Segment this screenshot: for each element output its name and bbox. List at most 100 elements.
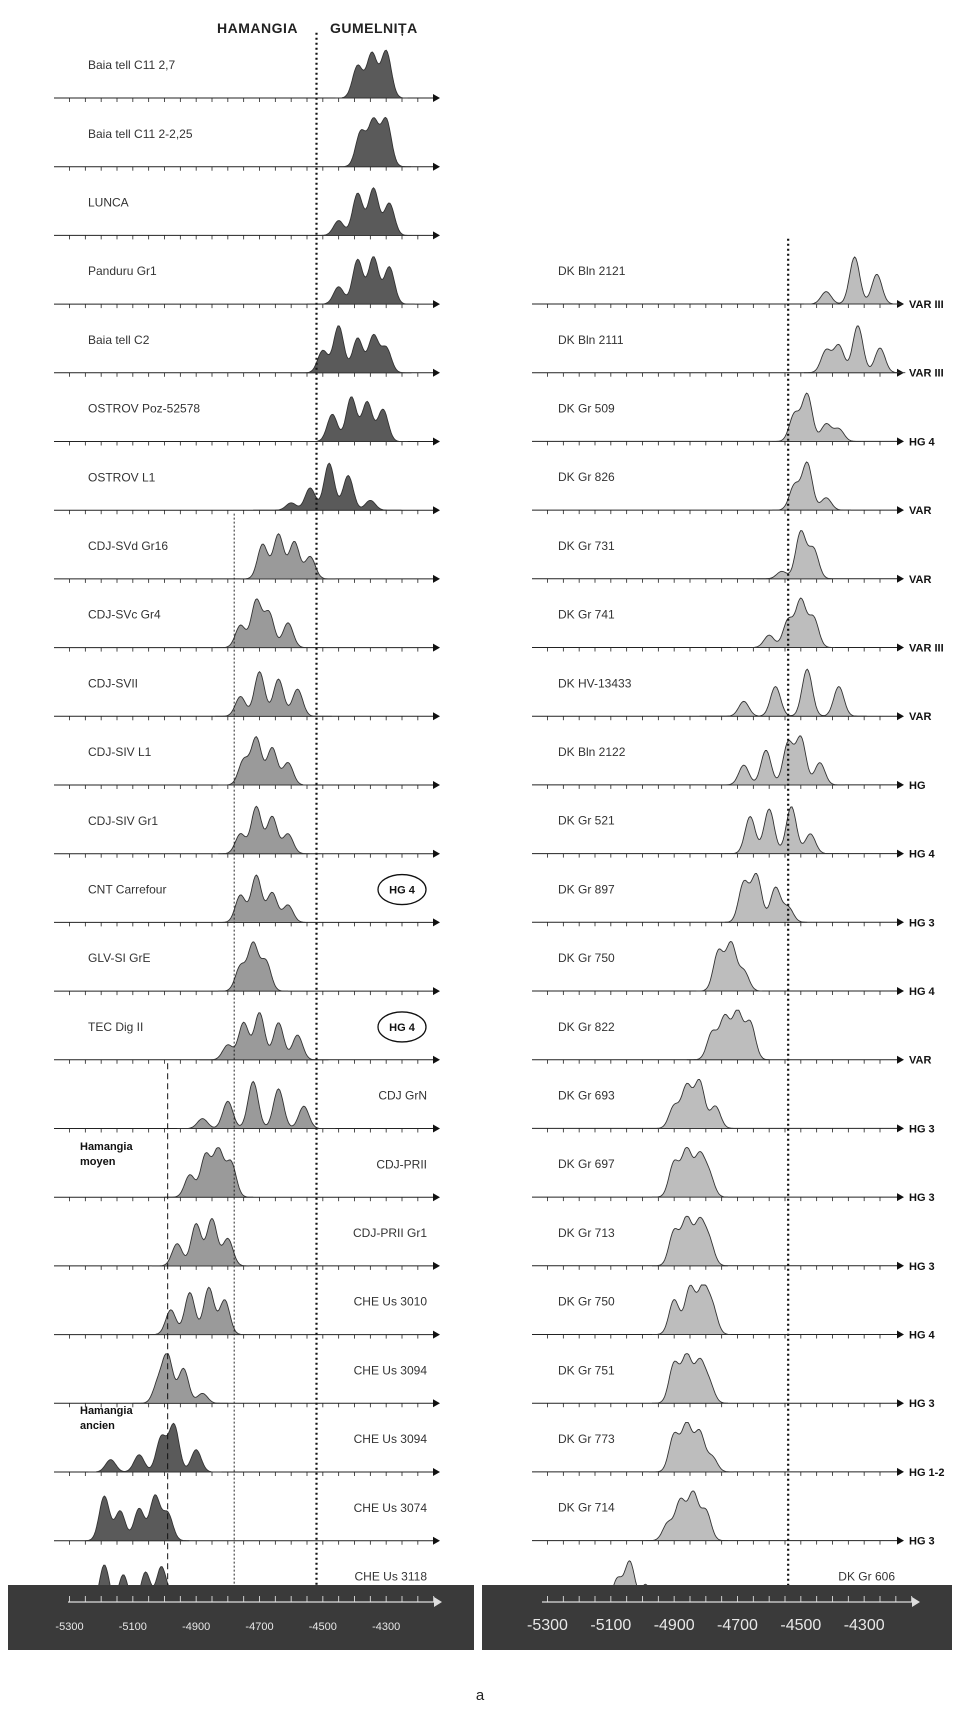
left-sample-label: Baia tell C11 2,7 [88, 58, 175, 72]
left-probability-curve [218, 735, 314, 786]
right-row: DK Gr 521 HG 4 [532, 806, 936, 861]
right-sample-label: DK Gr 693 [558, 1089, 615, 1103]
left-row-arrow [433, 94, 440, 102]
right-culture-tag: VAR [909, 711, 931, 723]
left-row: TEC Dig II HG 4 [54, 1011, 440, 1064]
left-row-arrow [433, 987, 440, 996]
right-culture-tag: HG 4 [909, 1330, 936, 1342]
left-sample-label: Panduru Gr1 [88, 264, 157, 278]
right-probability-curve [652, 1353, 728, 1404]
left-probability-curve [85, 1494, 190, 1542]
left-row-arrow [433, 1468, 440, 1476]
right-sample-label: DK Gr 714 [558, 1501, 615, 1515]
left-badge-text: HG 4 [389, 885, 416, 897]
right-axis-tick-label: -5100 [590, 1617, 631, 1634]
left-axis-tick-label: -5300 [55, 1621, 83, 1633]
left-sample-label: CDJ-SVc Gr4 [88, 608, 161, 622]
left-sample-label: CDJ-SVII [88, 676, 138, 690]
right-culture-tag: HG 4 [909, 849, 936, 861]
right-axis-tick-label: -5300 [527, 1617, 568, 1634]
right-axis-tick-label: -4300 [844, 1617, 885, 1634]
right-row: DK Gr 751 HG 3 [532, 1353, 935, 1410]
right-culture-tag: HG 3 [909, 917, 935, 929]
right-row: DK Bln 2111 VAR III [532, 325, 944, 380]
left-row-arrow [433, 1330, 440, 1339]
right-row-arrow [897, 1261, 904, 1270]
left-probability-curve [307, 256, 415, 305]
right-row-arrow [897, 574, 904, 583]
right-probability-curve [804, 325, 906, 374]
left-sample-label: OSTROV L1 [88, 470, 156, 484]
phase-label-moyen: Hamangia [80, 1141, 133, 1153]
left-row-arrow [433, 918, 440, 927]
left-row-arrow [433, 712, 440, 721]
right-probability-curve [756, 529, 833, 580]
left-probability-curve [132, 1353, 228, 1404]
left-row: CDJ GrN [54, 1080, 440, 1133]
right-sample-label: DK Gr 897 [558, 882, 615, 896]
right-row-arrow [897, 1055, 904, 1064]
right-sample-label: DK Gr 751 [558, 1363, 615, 1377]
right-probability-curve [686, 1009, 770, 1061]
left-axis-tick-label: -4900 [182, 1621, 210, 1633]
left-probability-curve [151, 1218, 250, 1267]
left-row-arrow [433, 781, 440, 789]
left-probability-curve [240, 533, 336, 580]
left-row-arrow [433, 506, 440, 515]
left-row: CDJ-PRII Gr1 [54, 1218, 440, 1270]
right-sample-label: DK Bln 2121 [558, 264, 626, 278]
left-probability-curve [291, 396, 408, 442]
right-probability-curve [772, 392, 861, 442]
period-headers: HAMANGIA GUMELNIȚA [217, 20, 417, 36]
right-sample-label: DK Gr 773 [558, 1432, 615, 1446]
right-probability-curve [724, 806, 839, 855]
left-sample-label: CHE Us 3094 [354, 1363, 428, 1377]
right-sample-label: DK Gr 521 [558, 814, 615, 828]
left-row-arrow [433, 1536, 440, 1545]
left-row: OSTROV Poz-52578 [54, 396, 440, 446]
left-row: CHE Us 3094 [54, 1353, 440, 1408]
right-axis-tick-label: -4700 [717, 1617, 758, 1634]
right-probability-curve [772, 461, 851, 511]
right-probability-curve [652, 1284, 731, 1335]
right-row: DK Gr 693 HG 3 [532, 1078, 935, 1135]
right-culture-tag: VAR III [909, 643, 944, 655]
right-row: DK Bln 2122 HG [532, 735, 926, 792]
right-culture-tag: HG 3 [909, 1398, 935, 1410]
right-culture-tag: HG 1-2 [909, 1467, 944, 1479]
left-row: Baia tell C11 2-2,25 [54, 116, 440, 171]
left-row: Baia tell C11 2,7 [54, 49, 440, 102]
right-sample-label: DK Gr 697 [558, 1157, 615, 1171]
left-row-arrow [433, 1261, 440, 1270]
right-probability-curve [804, 256, 902, 305]
right-sample-label: DK Gr 509 [558, 402, 615, 416]
right-probability-curve [648, 1078, 740, 1129]
left-row-arrow [433, 231, 440, 240]
right-probability-curve [696, 940, 763, 992]
left-row-arrow [433, 368, 440, 377]
right-sample-label: DK Bln 2111 [558, 333, 624, 347]
left-row: GLV-SI GrE [54, 941, 440, 996]
right-row-arrow [897, 918, 904, 927]
left-probability-curve [310, 187, 412, 236]
right-row-arrow [897, 1330, 904, 1339]
right-probability-curve [699, 668, 867, 717]
left-sample-label: CHE Us 3094 [354, 1432, 428, 1446]
left-probability-curve [335, 49, 408, 99]
right-row: DK Gr 714 HG 3 [532, 1490, 935, 1548]
left-badge [377, 1011, 427, 1043]
left-row-arrow [433, 643, 440, 652]
phase-label-ancien: Hamangia [80, 1405, 133, 1417]
right-sample-label: DK Gr 731 [558, 539, 615, 553]
left-probability-curve [88, 1422, 222, 1473]
right-row: DK Gr 826 VAR [532, 461, 931, 517]
left-sample-label: CDJ-SVd Gr16 [88, 539, 168, 553]
right-probability-curve [724, 873, 808, 923]
right-sample-label: DK Gr 606 [838, 1569, 895, 1583]
left-sample-label: CDJ GrN [378, 1089, 427, 1103]
right-probability-curve [705, 735, 846, 786]
right-row: DK Gr 731 VAR [532, 529, 931, 586]
right-row: DK Gr 750 HG 4 [532, 940, 936, 998]
left-sample-label: LUNCA [88, 196, 129, 210]
